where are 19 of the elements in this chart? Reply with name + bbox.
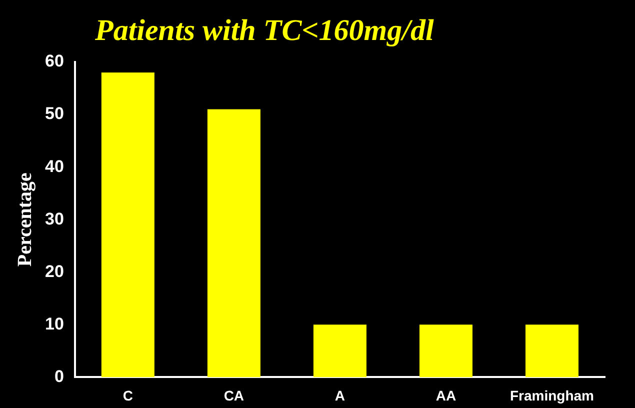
x-tick-label: AA [436, 387, 456, 404]
y-tick-label: 50 [44, 104, 64, 124]
x-tick-label: C [122, 387, 133, 404]
y-tick-label: 0 [54, 366, 64, 386]
bar [525, 324, 578, 378]
y-tick-label: 60 [44, 52, 64, 71]
y-tick-label: 20 [44, 262, 64, 281]
bar [313, 324, 366, 378]
y-axis-title: Percentage [14, 172, 36, 267]
y-tick-label: 10 [44, 314, 64, 334]
x-tick-label: CA [224, 387, 244, 404]
bar [207, 109, 260, 378]
chart-title: Patients with TC<160mg/dl [95, 14, 434, 48]
x-tick-label: Framingham [510, 387, 594, 404]
bar [419, 324, 472, 378]
y-tick-label: 40 [44, 156, 64, 176]
y-tick-label: 30 [44, 209, 64, 228]
bar [101, 72, 154, 378]
x-tick-label: A [334, 387, 346, 404]
